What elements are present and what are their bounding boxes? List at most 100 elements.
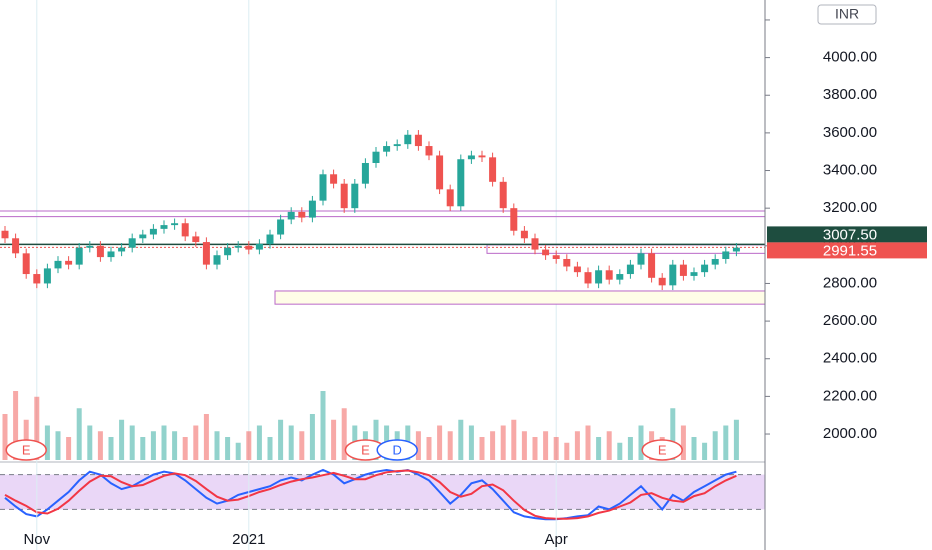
candle-body bbox=[213, 255, 221, 265]
candle-body bbox=[65, 260, 73, 265]
candle-body bbox=[234, 245, 242, 248]
volume-bar bbox=[479, 437, 485, 460]
candle-body bbox=[467, 155, 475, 160]
volume-bar bbox=[606, 431, 612, 460]
candle-body bbox=[722, 251, 730, 259]
candle-body bbox=[107, 251, 115, 258]
volume-bar bbox=[585, 425, 591, 460]
volume-bar bbox=[256, 425, 262, 460]
candle-body bbox=[139, 234, 147, 239]
volume-bar bbox=[193, 425, 199, 460]
candle-body bbox=[531, 238, 539, 250]
volume-bar bbox=[341, 408, 347, 460]
event-label: E bbox=[361, 442, 370, 457]
volume-bar bbox=[161, 425, 167, 460]
candle-body bbox=[149, 228, 157, 235]
price-badge bbox=[767, 242, 927, 259]
candle-body bbox=[552, 255, 560, 259]
volume-bar bbox=[532, 437, 538, 460]
volume-bar bbox=[13, 391, 19, 460]
x-tick-label: Apr bbox=[545, 531, 568, 548]
candle-body bbox=[277, 219, 285, 235]
y-tick-label: 2600.00 bbox=[823, 312, 877, 329]
candle-body bbox=[308, 200, 316, 218]
candle-body bbox=[658, 277, 666, 286]
volume-bar bbox=[553, 437, 559, 460]
oscillator-line bbox=[4, 469, 737, 520]
volume-bar bbox=[733, 419, 739, 460]
volume-bar bbox=[246, 431, 252, 460]
candle-body bbox=[520, 230, 528, 239]
candle-body bbox=[128, 238, 136, 248]
y-tick-label: 3600.00 bbox=[823, 124, 877, 141]
volume-bar bbox=[702, 442, 708, 460]
candle-body bbox=[75, 247, 83, 265]
event-badge bbox=[5, 439, 47, 461]
candle-body bbox=[626, 264, 634, 275]
candle-body bbox=[393, 144, 401, 147]
volume-bar bbox=[712, 431, 718, 460]
volume-bar bbox=[182, 437, 188, 460]
candle-body bbox=[425, 146, 433, 156]
candle-body bbox=[457, 159, 465, 207]
volume-bar bbox=[87, 425, 93, 460]
price-badge-label: 2991.55 bbox=[823, 242, 877, 259]
candle-body bbox=[181, 223, 189, 237]
y-tick-label: 4000.00 bbox=[823, 49, 877, 66]
event-marker: D bbox=[376, 439, 418, 461]
candle-body bbox=[383, 146, 391, 152]
candle-body bbox=[22, 253, 30, 275]
y-tick-label: 3800.00 bbox=[823, 86, 877, 103]
volume-bar bbox=[574, 431, 580, 460]
event-label: D bbox=[393, 442, 402, 457]
volume-bar bbox=[288, 425, 294, 460]
candle-body bbox=[404, 134, 412, 145]
volume-bar bbox=[119, 419, 125, 460]
candle-body bbox=[510, 208, 518, 231]
band bbox=[0, 474, 765, 510]
candle-body bbox=[33, 274, 41, 284]
volume-bar bbox=[521, 431, 527, 460]
currency-box bbox=[817, 4, 877, 25]
volume-bar bbox=[468, 425, 474, 460]
candle-body bbox=[542, 249, 550, 256]
volume-bar bbox=[203, 414, 209, 460]
y-tick-label: 3200.00 bbox=[823, 199, 877, 216]
volume-bar bbox=[500, 425, 506, 460]
candle-body bbox=[732, 247, 740, 252]
volume-bar bbox=[617, 442, 623, 460]
candle-body bbox=[340, 183, 348, 209]
candle-body bbox=[499, 181, 507, 209]
candle-body bbox=[648, 253, 656, 278]
candle-body bbox=[287, 211, 295, 220]
y-tick-label: 3400.00 bbox=[823, 161, 877, 178]
candle-body bbox=[86, 245, 94, 248]
volume-bar bbox=[564, 442, 570, 460]
candle-body bbox=[478, 155, 486, 158]
candle-body bbox=[330, 174, 338, 184]
volume-bar bbox=[235, 442, 241, 460]
price-badge-label: 3007.50 bbox=[823, 226, 877, 243]
event-label: E bbox=[658, 442, 667, 457]
price-badge bbox=[767, 226, 927, 243]
candle-body bbox=[595, 270, 603, 284]
volume-bar bbox=[426, 437, 432, 460]
volume-bar bbox=[108, 437, 114, 460]
candle-body bbox=[584, 272, 592, 284]
volume-bar bbox=[415, 431, 421, 460]
candle-body bbox=[160, 225, 168, 229]
volume-bar bbox=[44, 425, 50, 460]
oscillator-line bbox=[4, 468, 737, 521]
volume-bar bbox=[723, 425, 729, 460]
candle-body bbox=[255, 243, 263, 250]
volume-bar bbox=[140, 437, 146, 460]
candle-body bbox=[637, 253, 645, 265]
candle-body bbox=[436, 155, 444, 190]
candle-body bbox=[319, 174, 327, 201]
volume-bar bbox=[543, 431, 549, 460]
volume-bar bbox=[76, 408, 82, 460]
volume-bar bbox=[225, 437, 231, 460]
candle-body bbox=[43, 268, 51, 284]
volume-bar bbox=[66, 437, 72, 460]
